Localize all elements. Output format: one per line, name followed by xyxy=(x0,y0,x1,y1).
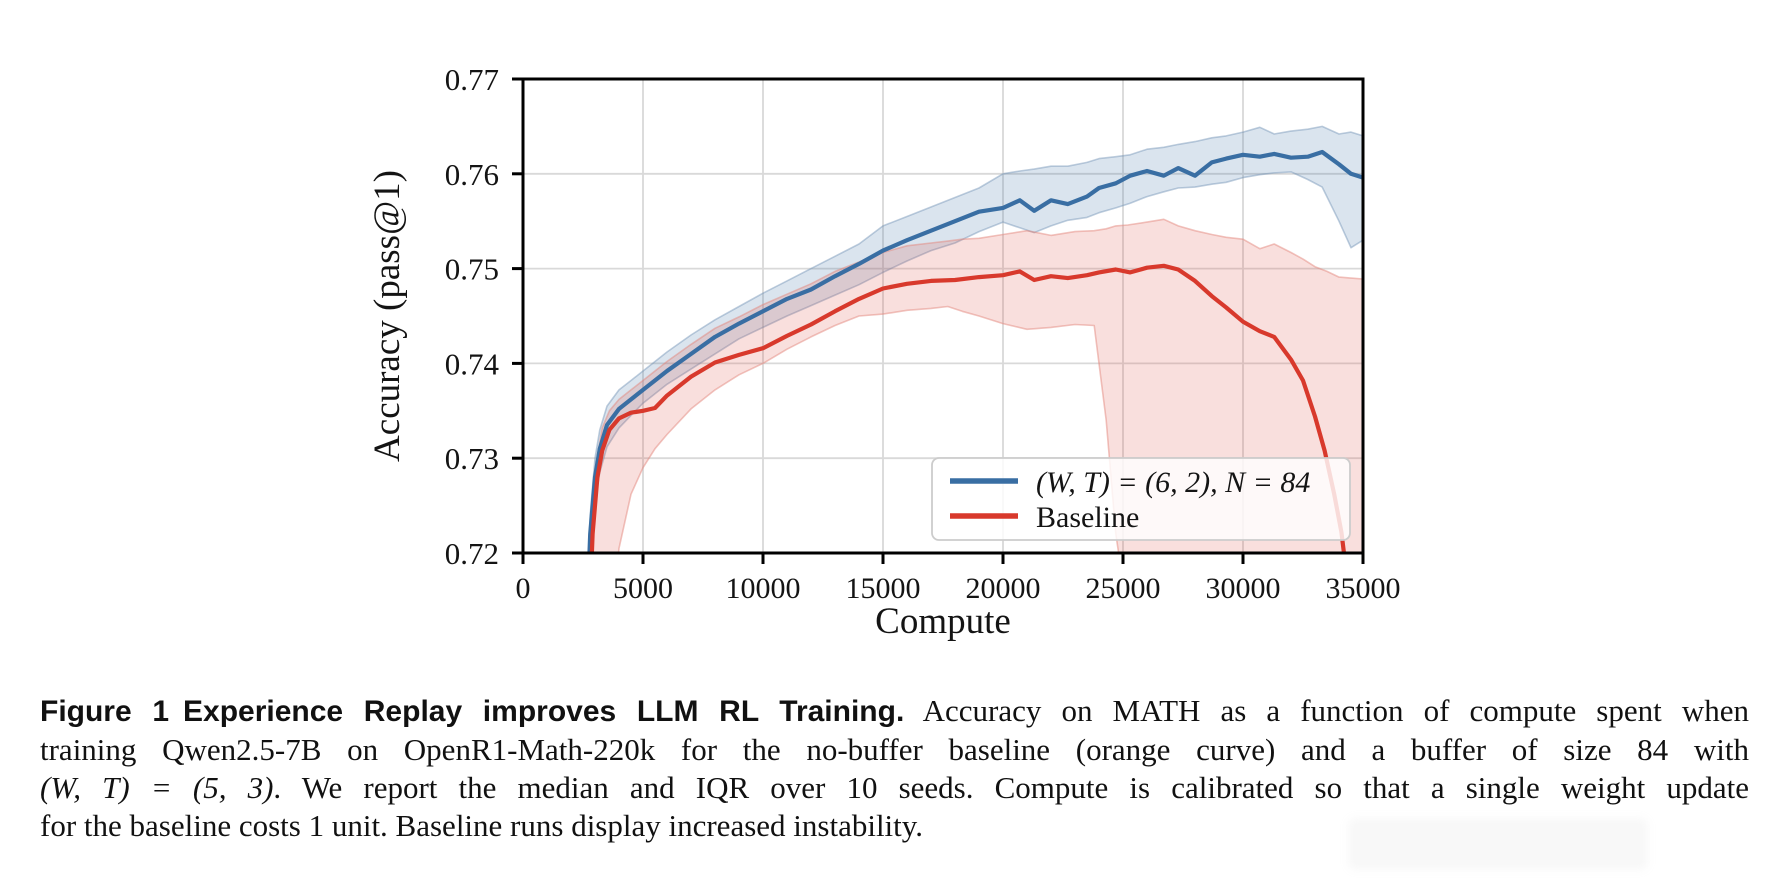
x-tick-label: 10000 xyxy=(726,572,801,605)
caption-line-1: Figure 1 Experience Replay improves LLM R… xyxy=(40,692,1749,731)
x-tick-label: 15000 xyxy=(846,572,921,605)
caption-text: Accuracy on MATH as a function of comput… xyxy=(922,693,1749,728)
x-tick-label: 25000 xyxy=(1086,572,1161,605)
plot-frame xyxy=(521,77,1365,555)
x-tick-label: 35000 xyxy=(1326,572,1401,605)
line-chart: 0 5000 10000 15000 20000 25000 30000 35000 0.72 0… xyxy=(367,62,1401,642)
x-tick-label: 5000 xyxy=(613,572,673,605)
y-tick-label: 0.74 xyxy=(445,346,500,381)
legend-label-replay: (W, T) = (6, 2), N = 84 xyxy=(1036,466,1310,499)
x-axis-label: Compute xyxy=(875,601,1011,642)
y-tick-label: 0.72 xyxy=(445,536,499,571)
caption-text: for the baseline costs 1 unit. Baseline … xyxy=(40,808,924,843)
figure-panel: 0 5000 10000 15000 20000 25000 30000 35000 0.72 0… xyxy=(367,62,1401,642)
figure-caption: Figure 1 Experience Replay improves LLM R… xyxy=(40,692,1749,845)
legend-label-baseline: Baseline xyxy=(1036,501,1139,534)
caption-figure-label: Figure 1 xyxy=(40,695,170,728)
y-axis-label: Accuracy (pass@1) xyxy=(367,170,408,462)
caption-text: . We report the median and IQR over 10 s… xyxy=(273,770,1749,805)
caption-line-2: training Qwen2.5-7B on OpenR1-Math-220k … xyxy=(40,731,1749,769)
caption-line-4: for the baseline costs 1 unit. Baseline … xyxy=(40,807,1749,845)
y-tick-label: 0.73 xyxy=(445,441,499,476)
caption-text: training Qwen2.5-7B on OpenR1-Math-220k … xyxy=(40,732,1749,767)
x-tick-label: 0 xyxy=(516,572,531,605)
watermark xyxy=(1348,818,1648,870)
caption-math-expression: (W, T) = (5, 3) xyxy=(40,770,274,805)
y-tick-label: 0.76 xyxy=(445,157,499,192)
median-line-replay xyxy=(587,149,1363,553)
y-tick-label: 0.75 xyxy=(445,252,499,287)
legend-box xyxy=(931,457,1351,541)
caption-line-3: (W, T) = (5, 3). We report the median an… xyxy=(40,769,1749,807)
y-tick-label: 0.77 xyxy=(445,62,499,97)
caption-bold-title: Experience Replay improves LLM RL Traini… xyxy=(183,695,905,728)
x-tick-label: 30000 xyxy=(1206,572,1281,605)
x-tick-label: 20000 xyxy=(966,572,1041,605)
median-line-baseline xyxy=(589,263,1347,553)
